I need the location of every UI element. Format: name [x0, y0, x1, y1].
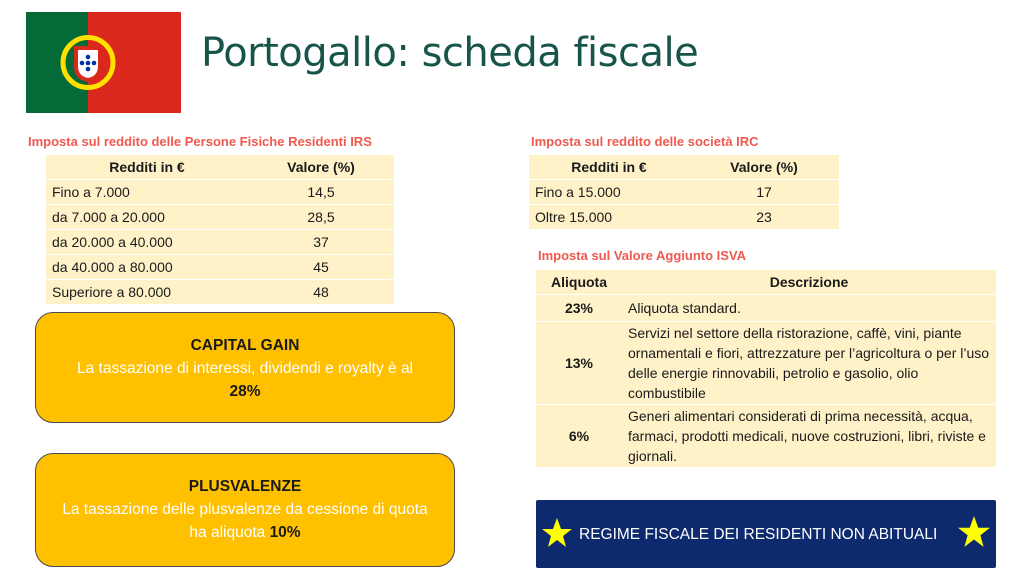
rate-cell: 23% — [536, 294, 622, 322]
page-title: Portogallo: scheda fiscale — [201, 30, 699, 76]
portugal-flag-icon — [26, 12, 181, 113]
table-row: 6% Generi alimentari considerati di prima… — [536, 404, 996, 468]
plusvalenze-box: PLUSVALENZE La tassazione delle plusvale… — [35, 453, 455, 567]
value-cell: 17 — [689, 179, 839, 205]
income-cell: Fino a 7.000 — [46, 179, 248, 205]
column-header-description: Descrizione — [622, 270, 996, 295]
irc-heading: Imposta sul reddito delle società IRC — [531, 134, 759, 149]
description-cell: Servizi nel settore della ristorazione, … — [622, 321, 996, 405]
column-header-value: Valore (%) — [689, 155, 839, 180]
table-header-row: Redditi in € Valore (%) — [529, 155, 839, 180]
capital-gain-box: CAPITAL GAIN La tassazione di interessi,… — [35, 312, 455, 423]
value-cell: 23 — [689, 204, 839, 230]
iva-table: Aliquota Descrizione 23% Aliquota standar… — [536, 270, 996, 468]
rate-cell: 6% — [536, 404, 622, 468]
non-habitual-residents-banner[interactable]: REGIME FISCALE DEI RESIDENTI NON ABITUAL… — [536, 500, 996, 568]
capital-gain-value: 28% — [229, 383, 261, 400]
income-cell: Oltre 15.000 — [529, 204, 689, 230]
plusvalenze-text: La tassazione delle plusvalenze da cessi… — [62, 501, 428, 541]
value-cell: 48 — [248, 279, 394, 305]
value-cell: 37 — [248, 229, 394, 255]
column-header-rate: Aliquota — [536, 270, 622, 295]
value-cell: 28,5 — [248, 204, 394, 230]
banner-label: REGIME FISCALE DEI RESIDENTI NON ABITUAL… — [579, 526, 938, 543]
table-header-row: Aliquota Descrizione — [536, 270, 996, 295]
table-row: 23% Aliquota standard. — [536, 294, 996, 322]
column-header-income: Redditi in € — [46, 155, 248, 180]
plusvalenze-text-wrap: La tassazione delle plusvalenze da cessi… — [36, 498, 454, 544]
column-header-value: Valore (%) — [248, 155, 394, 180]
star-icon — [542, 518, 572, 547]
table-header-row: Redditi in € Valore (%) — [46, 155, 394, 180]
star-icon — [958, 516, 990, 547]
iva-heading: Imposta sul Valore Aggiunto ISVA — [538, 248, 747, 263]
table-row: da 20.000 a 40.000 37 — [46, 229, 394, 255]
capital-gain-text: La tassazione di interessi, dividendi e … — [76, 360, 414, 377]
rate-cell: 13% — [536, 321, 622, 405]
table-row: da 40.000 a 80.000 45 — [46, 254, 394, 280]
plusvalenze-value: 10% — [269, 524, 301, 541]
income-cell: da 7.000 a 20.000 — [46, 204, 248, 230]
table-row: Superiore a 80.000 48 — [46, 279, 394, 305]
table-row: Fino a 15.000 17 — [529, 179, 839, 205]
income-cell: da 40.000 a 80.000 — [46, 254, 248, 280]
table-row: da 7.000 a 20.000 28,5 — [46, 204, 394, 230]
income-cell: Superiore a 80.000 — [46, 279, 248, 305]
description-cell: Generi alimentari considerati di prima n… — [622, 404, 996, 468]
value-cell: 45 — [248, 254, 394, 280]
table-row: Oltre 15.000 23 — [529, 204, 839, 230]
income-cell: da 20.000 a 40.000 — [46, 229, 248, 255]
table-row: Fino a 7.000 14,5 — [46, 179, 394, 205]
irs-table: Redditi in € Valore (%) Fino a 7.000 14,5… — [46, 155, 394, 305]
plusvalenze-title: PLUSVALENZE — [188, 478, 302, 495]
column-header-income: Redditi in € — [529, 155, 689, 180]
capital-gain-title: CAPITAL GAIN — [190, 337, 300, 354]
irc-table: Redditi in € Valore (%) Fino a 15.000 17 … — [529, 155, 839, 230]
income-cell: Fino a 15.000 — [529, 179, 689, 205]
table-row: 13% Servizi nel settore della ristorazion… — [536, 321, 996, 405]
irs-heading: Imposta sul reddito delle Persone Fisich… — [28, 134, 372, 149]
value-cell: 14,5 — [248, 179, 394, 205]
description-cell: Aliquota standard. — [622, 294, 996, 322]
